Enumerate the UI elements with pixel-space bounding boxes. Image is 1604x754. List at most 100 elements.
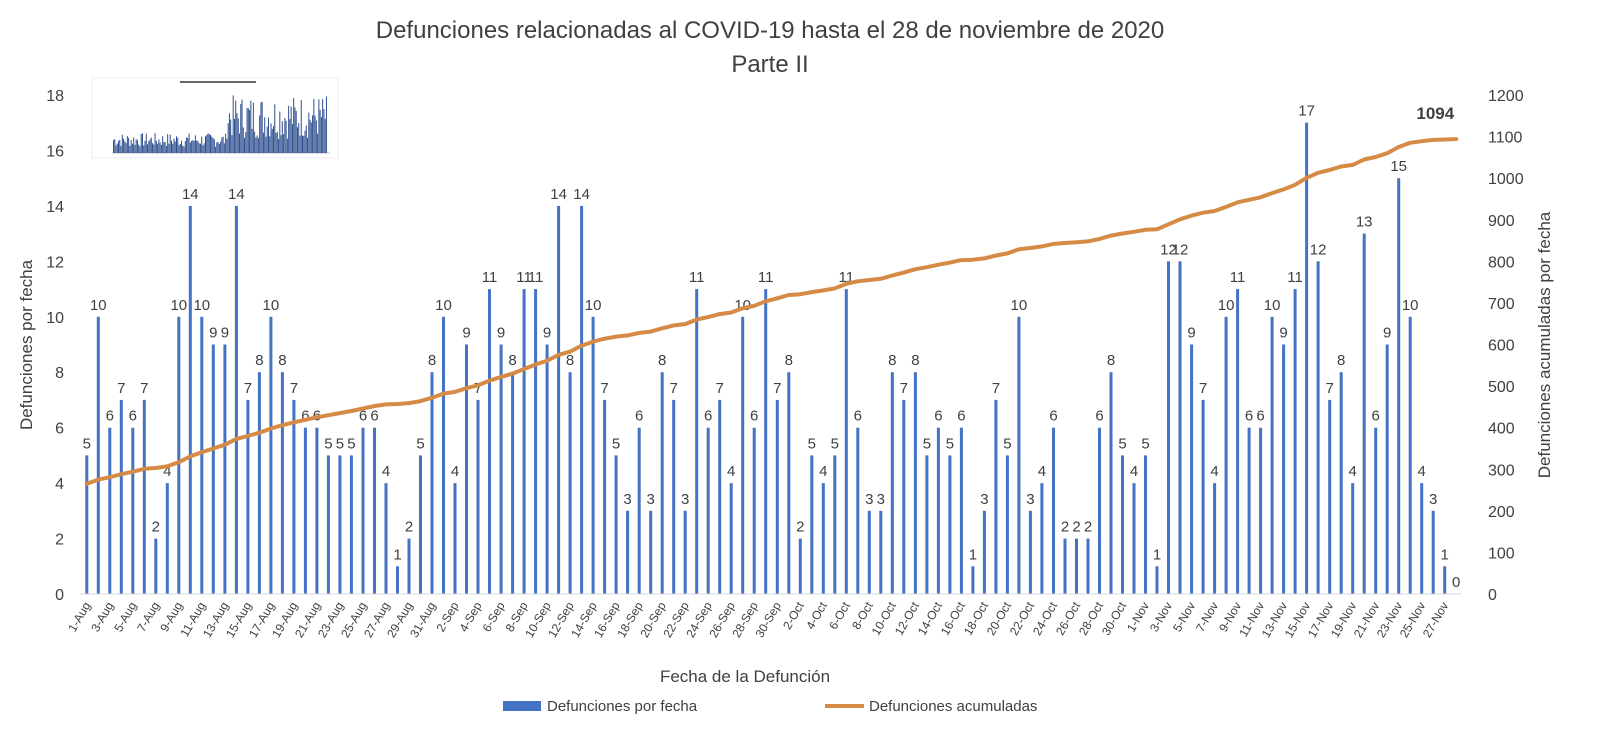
bar-data-label: 3 [865,491,873,508]
bar [1282,344,1286,594]
thumbnail-bar [187,137,189,153]
bar [1293,289,1297,594]
thumbnail-bar [225,133,227,153]
bar-data-label: 2 [1072,519,1080,536]
bar [499,344,503,594]
thumbnail-bar [215,146,217,153]
bar [798,538,802,594]
legend-label-bars: Defunciones por fecha [547,698,698,715]
thumbnail-bar [285,120,287,153]
thumbnail-bar [203,143,205,153]
bar [511,372,515,594]
bar-data-label: 9 [209,325,217,342]
bar-data-label: 6 [957,408,965,425]
thumbnail-bar [177,137,179,153]
bar-data-label: 7 [600,380,608,397]
y-left-tick-label: 10 [46,310,64,327]
thumbnail-bar [181,140,183,153]
bar-data-label: 11 [528,269,544,286]
bar [718,399,722,594]
bar [1075,538,1078,594]
thumbnail-bar [275,133,277,153]
bar [1270,316,1274,594]
bar-data-label: 5 [347,435,355,452]
thumbnail-bar [130,140,132,153]
bar [1144,455,1147,594]
thumbnail-bar [120,145,122,153]
x-tick-label: 5-Aug [111,600,139,635]
thumbnail-bar [178,145,180,153]
thumbnail-bar [153,144,155,153]
y-left-tick-label: 6 [55,421,64,438]
bar [787,372,791,594]
y-right-tick-label: 200 [1488,504,1515,521]
bar [1236,289,1240,594]
bar [1201,399,1205,594]
bar-data-label: 7 [1199,380,1207,397]
y-left-tick-label: 18 [46,88,64,105]
thumbnail-bar [230,119,232,153]
thumbnail-bar [296,127,298,153]
thumbnail-bar [310,122,312,153]
thumbnail-bar [160,144,162,153]
bar-data-label: 5 [612,435,620,452]
bar-data-label: 5 [808,435,816,452]
bar [971,566,975,594]
bar-data-label: 7 [670,380,678,397]
bar [349,455,353,594]
bar-data-label: 11 [1287,269,1303,286]
thumbnail-bar [262,132,264,153]
thumbnail-bar [233,118,235,153]
thumbnail-bar [255,137,257,153]
bar-data-label: 4 [1130,463,1138,480]
thumbnail-bar [304,130,306,153]
thumbnail-bar [202,145,204,153]
thumbnail-bar [133,137,135,153]
bar-data-label: 5 [946,435,954,452]
thumbnail-bar [165,145,167,153]
bar [925,455,929,594]
thumbnail-bar [280,135,282,153]
bar-data-label: 6 [704,408,712,425]
y-left-tick-label: 12 [46,254,64,271]
thumbnail-bar [227,123,229,153]
bar [568,372,572,594]
thumbnail-bar [289,119,291,153]
bar [683,510,687,594]
bar-data-label: 10 [1264,297,1281,314]
bar-data-label: 5 [83,435,91,452]
thumbnail-bar [266,126,268,153]
bar [1362,233,1366,594]
bar-data-label: 8 [888,352,896,369]
bar [384,483,388,594]
bar [200,316,204,594]
x-tick-label: 1-Aug [65,600,93,635]
bar-data-label: 5 [923,435,931,452]
bar [465,344,468,594]
bar [142,399,146,594]
bar-data-label: 10 [1402,297,1419,314]
thumbnail-bar [283,134,285,153]
thumbnail-bar [309,119,311,153]
thumbnail-bar [116,143,118,153]
thumbnail-bar [213,139,215,153]
thumbnail-bar [189,142,191,153]
bar [338,455,342,594]
bar-data-label: 14 [182,186,199,203]
bar [1247,427,1251,594]
thumbnail-bar [290,106,292,153]
y-right-tick-label: 800 [1488,254,1515,271]
bar [1420,483,1424,594]
thumbnail-bar [216,142,218,153]
thumbnail-bar [322,99,324,153]
y-left-tick-label: 8 [55,365,64,382]
y-left-tick-label: 4 [55,476,64,493]
bar-data-label: 11 [689,269,705,286]
bar-data-label: 3 [1429,491,1437,508]
bar-data-label: 9 [221,325,229,342]
bar [326,455,330,594]
y-right-tick-label: 300 [1488,462,1515,479]
y-left-tick-label: 14 [46,199,64,216]
thumbnail-bar [197,140,199,153]
